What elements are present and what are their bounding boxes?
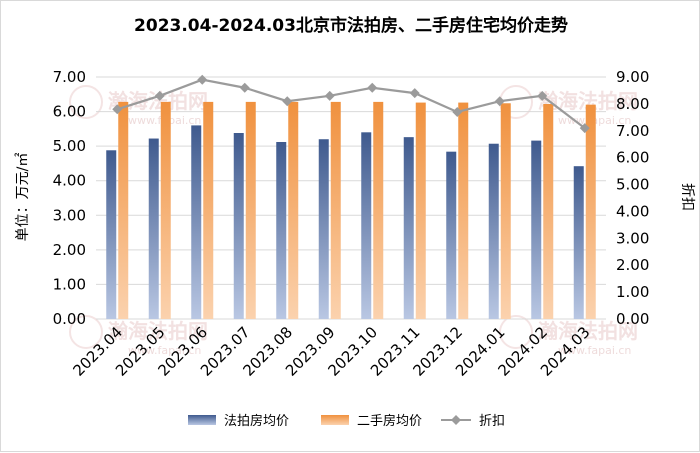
bar-auction-price	[233, 133, 244, 319]
bar-auction-price	[531, 140, 542, 319]
bar-resale-price	[543, 103, 554, 319]
point-discount	[154, 90, 165, 101]
point-discount	[112, 104, 123, 115]
y-tick-label: 4.00	[53, 172, 86, 190]
y-tick-label: 0.00	[53, 310, 86, 328]
bar-auction-price	[318, 139, 329, 319]
watermark-seal	[499, 315, 533, 349]
point-discount	[452, 106, 463, 117]
y-axis-ticks: 0.00 1.00 2.00 3.00 4.00 5.00 6.00 7.00	[53, 68, 86, 328]
y-tick-label: 5.00	[53, 137, 86, 155]
legend-swatch-resale	[321, 415, 349, 425]
bar-resale-price	[458, 102, 469, 319]
y2-tick-label: 3.00	[616, 229, 649, 247]
y2-axis-ticks: 0.00 1.00 2.00 3.00 4.00 5.00 6.00 7.00 8.00 9.00	[616, 68, 649, 328]
y2-tick-label: 8.00	[616, 95, 649, 113]
bar-resale-price	[245, 101, 256, 320]
point-discount	[239, 82, 250, 93]
watermark-url: www.fapai.cn	[558, 344, 631, 357]
y2-tick-label: 5.00	[616, 176, 649, 194]
y2-tick-label: 1.00	[616, 283, 649, 301]
legend-label-discount: 折扣	[479, 414, 505, 429]
bar-resale-price	[373, 101, 384, 320]
y-tick-label: 6.00	[53, 103, 86, 121]
legend: 法拍房均价 二手房均价 折扣	[188, 413, 505, 429]
point-discount	[537, 90, 548, 101]
bar-auction-price	[106, 150, 117, 319]
line-discount	[116, 78, 586, 129]
watermark-seal	[69, 85, 103, 119]
y-axis-label: 单位：万元/㎡	[15, 153, 31, 242]
y2-tick-label: 6.00	[616, 149, 649, 167]
legend-swatch-auction	[188, 415, 216, 425]
point-discount	[409, 88, 420, 99]
x-axis-ticks: 2023.042023.052023.062023.072023.082023.…	[69, 323, 593, 380]
point-discount	[197, 74, 208, 85]
y2-tick-label: 0.00	[616, 310, 649, 328]
bar-resale-price	[330, 101, 341, 320]
bar-auction-price	[403, 137, 414, 319]
bar-resale-price	[203, 101, 214, 320]
watermark-url: www.fapai.cn	[128, 344, 201, 357]
point-discount	[494, 96, 505, 107]
legend-label-resale: 二手房均价	[357, 413, 422, 429]
bar-layer	[106, 101, 596, 320]
bar-resale-price	[288, 101, 299, 320]
bar-resale-price	[160, 101, 171, 320]
y2-tick-label: 2.00	[616, 256, 649, 274]
line-layer	[112, 74, 590, 134]
gridlines	[96, 76, 606, 320]
y-tick-label: 3.00	[53, 206, 86, 224]
bar-auction-price	[361, 132, 372, 319]
point-discount	[282, 96, 293, 107]
chart-title: 2023.04-2024.03北京市法拍房、二手房住宅均价走势	[134, 15, 568, 36]
y2-tick-label: 9.00	[616, 68, 649, 86]
y2-axis-label: 折扣	[679, 183, 695, 211]
legend-label-auction: 法拍房均价	[224, 413, 289, 429]
bar-resale-price	[118, 101, 129, 320]
watermark-text: 瀚海法拍网	[108, 319, 208, 343]
bar-auction-price	[191, 125, 202, 320]
legend-marker-discount	[451, 415, 461, 425]
bar-auction-price	[488, 143, 499, 319]
y2-tick-label: 7.00	[616, 122, 649, 140]
bar-auction-price	[446, 151, 457, 319]
bar-auction-price	[573, 166, 584, 319]
watermark-text: 瀚海法拍网	[538, 319, 638, 343]
bar-auction-price	[276, 141, 287, 319]
bar-auction-price	[148, 138, 159, 319]
watermark-seal	[69, 315, 103, 349]
y-tick-label: 1.00	[53, 275, 86, 293]
y-tick-label: 2.00	[53, 241, 86, 259]
point-discount	[579, 123, 590, 134]
y-tick-label: 7.00	[53, 68, 86, 86]
point-discount	[324, 90, 335, 101]
watermark-group: 瀚海法拍网www.fapai.cn瀚海法拍网www.fapai.cn瀚海法拍网w…	[69, 85, 638, 357]
point-discount	[367, 82, 378, 93]
y2-tick-label: 4.00	[616, 202, 649, 220]
bar-resale-price	[500, 103, 511, 319]
bar-resale-price	[415, 102, 426, 319]
bar-resale-price	[585, 104, 596, 320]
